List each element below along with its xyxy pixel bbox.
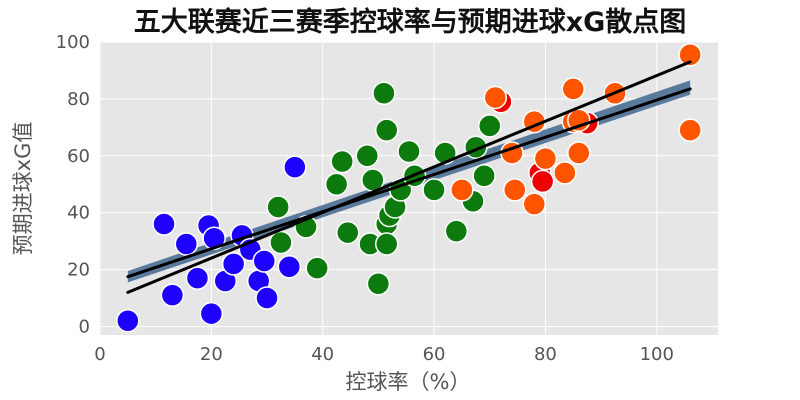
data-point [185,266,210,290]
x-axis-label: 控球率（%） [346,370,471,394]
data-point [422,178,446,202]
y-tick-label: 100 [56,32,90,53]
data-point [221,252,246,276]
data-point [678,118,702,142]
fit-lines [126,60,692,294]
data-point [174,232,199,256]
data-point [355,144,379,168]
data-point [277,254,302,279]
fit-line [126,87,692,279]
data-point [305,256,329,280]
x-tick-label: 40 [311,344,334,365]
data-point [522,192,547,216]
data-point [678,43,702,67]
data-point [567,141,591,165]
data-point [397,139,421,164]
data-point [283,155,307,179]
y-tick-label: 60 [67,146,90,167]
data-point [533,146,558,171]
data-point [324,172,349,196]
data-point [503,178,527,202]
data-point [372,81,396,105]
data-points [116,43,702,333]
data-point [477,114,502,138]
data-point [252,249,276,273]
data-point [483,85,508,110]
data-point [374,118,399,142]
y-tick-label: 20 [67,260,90,281]
data-point [472,163,496,188]
data-point [366,272,391,296]
y-tick-label: 80 [67,89,90,110]
data-point [336,220,360,245]
chart-title: 五大联赛近三赛季控球率与预期进球xG散点图 [134,6,687,38]
x-tick-label: 20 [200,344,223,365]
x-tick-label: 60 [423,344,446,365]
x-tick-label: 100 [640,344,674,365]
fit-line [126,60,692,294]
y-ticks: 0 20 40 60 80 100 [56,32,90,337]
data-point [450,178,474,202]
y-tick-label: 40 [67,203,90,224]
data-point [199,301,224,326]
data-point [374,232,399,256]
data-point [553,161,577,185]
x-tick-label: 80 [534,344,557,365]
data-point [444,219,469,243]
y-axis-label: 预期进球xG值 [11,122,35,256]
data-point [561,77,585,101]
y-tick-label: 0 [79,316,90,337]
data-point [255,286,279,310]
data-point [266,195,290,219]
data-point [116,309,140,333]
x-tick-label: 0 [94,344,105,365]
data-point [269,230,293,255]
data-point [530,169,555,194]
data-point [160,283,185,307]
data-point [330,149,354,174]
x-ticks: 0 20 40 60 80 100 [94,344,674,365]
data-point [152,212,176,236]
